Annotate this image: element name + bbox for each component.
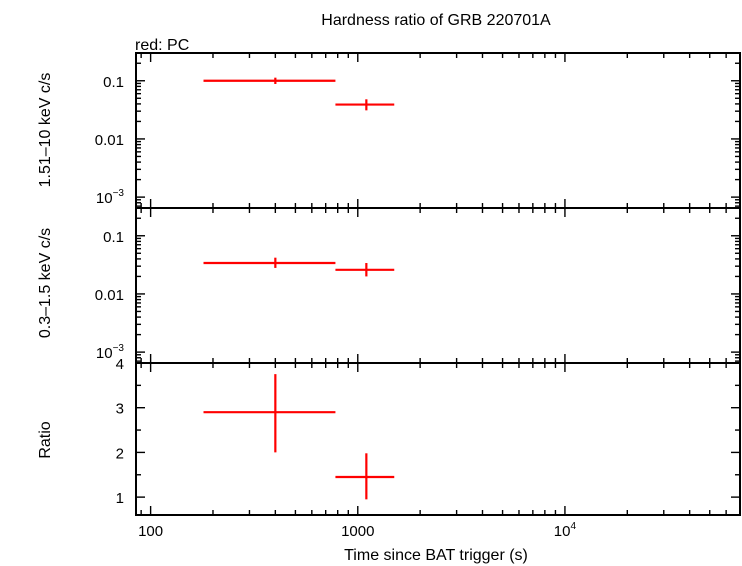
- panel-frame-hard: [135, 52, 741, 209]
- y-tick-label-soft: 10−3: [96, 343, 125, 362]
- x-axis-title: Time since BAT trigger (s): [344, 547, 528, 564]
- y-tick-label-ratio: 1: [116, 490, 124, 507]
- y-tick-label-soft: 0.1: [103, 229, 124, 246]
- y-tick-label-ratio: 2: [116, 445, 124, 462]
- y-tick-label-hard: 10−3: [96, 188, 125, 207]
- plot-layer: 0.1 0.01 10−3 0.1 0.01 10−3 1 2 3 4 100 1000 104: [95, 52, 741, 540]
- y-tick-label-ratio: 3: [116, 401, 124, 418]
- panel-frame-soft: [135, 207, 741, 364]
- y-tick-label-ratio: 4: [116, 356, 124, 373]
- x-tick-label: 104: [554, 521, 577, 540]
- y-tick-label-soft: 0.01: [95, 287, 124, 304]
- x-tick-label: 1000: [341, 523, 374, 540]
- y-axis-title-ratio: Ratio: [37, 421, 54, 458]
- x-tick-label: 100: [138, 523, 163, 540]
- y-axis-title-soft: 0.3–1.5 keV c/s: [37, 228, 54, 338]
- y-tick-label-hard: 0.1: [103, 74, 124, 91]
- legend-label: red: PC: [135, 37, 189, 54]
- y-axis-title-hard: 1.51–10 keV c/s: [37, 73, 54, 188]
- panel-frame-ratio: [135, 362, 741, 516]
- y-tick-label-hard: 0.01: [95, 132, 124, 149]
- chart-title: Hardness ratio of GRB 220701A: [321, 12, 551, 29]
